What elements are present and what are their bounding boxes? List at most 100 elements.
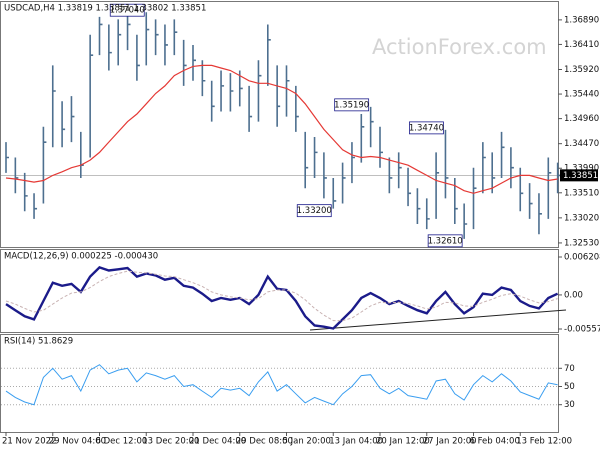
ohlc-bar (351, 142, 355, 184)
ohlc-bar (33, 193, 38, 219)
ohlc-bar (444, 129, 449, 199)
ohlc-bar (182, 39, 187, 86)
annotation-box (409, 121, 444, 135)
ohlc-bar (267, 24, 271, 86)
ohlc-bar (407, 167, 412, 207)
ohlc-bar (285, 65, 290, 117)
line (5, 270, 558, 322)
ohlc-bar (388, 157, 393, 194)
ohlc-bar (210, 80, 215, 122)
y-tick-label: 1.36410 (564, 40, 599, 50)
ohlc-bar (220, 70, 225, 112)
annotation-box (296, 204, 332, 218)
ohlc-bar (491, 152, 496, 194)
x-tick-label: 6 Feb 04:00 (470, 437, 520, 447)
ohlc-bar (463, 203, 468, 239)
y-tick-label: 1.35440 (564, 90, 599, 100)
y-tick-label: 1.34960 (564, 114, 599, 124)
ohlc-bar (61, 101, 66, 148)
y-tick-label: 30 (564, 400, 575, 410)
trend-line (309, 309, 567, 331)
y-tick-label: 1.34470 (564, 139, 599, 149)
ohlc-bar (276, 65, 281, 127)
y-tick-label: 1.33510 (564, 188, 599, 198)
panel-title: USDCAD,H4 1.33819 1.33851 1.33802 1.3385… (4, 4, 206, 14)
x-tick-label: 29 Nov 04:00 (49, 437, 106, 447)
y-tick-label: 1.33990 (564, 164, 599, 174)
x-tick-label: 13 Dec 20:00 (142, 437, 199, 447)
y-tick-label: 0.006208 (564, 253, 600, 263)
ohlc-bar (5, 142, 9, 173)
ohlc-bar (360, 114, 365, 163)
annotation-label: 1.35190 (334, 100, 369, 110)
ohlc-bar (117, 19, 122, 66)
ohlc-bar (379, 126, 383, 168)
ohlc-bar (136, 34, 140, 81)
ohlc-bar (108, 24, 112, 71)
ohlc-bar (369, 106, 374, 148)
ohlc-bar (547, 157, 552, 219)
ohlc-bar (229, 73, 234, 112)
ohlc-bar (42, 126, 47, 204)
price-box (560, 169, 598, 182)
watermark: ActionForex.com (372, 35, 547, 59)
x-tick-label: 13 Jan 04:00 (329, 437, 383, 447)
y-tick-label: 1.35920 (564, 65, 599, 75)
panel-title: RSI(14) 51.8629 (4, 337, 73, 347)
x-tick-label: 27 Jan 20:00 (423, 437, 477, 447)
current-price-label: 1.33851 (563, 171, 598, 181)
annotation-label: 1.33200 (297, 206, 332, 216)
ohlc-bar (23, 172, 28, 212)
ohlc-bar (164, 24, 168, 66)
ohlc-bar (173, 19, 178, 56)
panel-frame (0, 1, 559, 248)
y-tick-label: 1.36890 (564, 15, 599, 25)
panel-frame (0, 334, 559, 433)
ohlc-bar (435, 152, 440, 219)
annotation-label: 1.32610 (428, 236, 463, 246)
ohlc-bar (126, 14, 131, 51)
ohlc-bar (51, 65, 56, 148)
ohlc-bar (257, 60, 262, 122)
ohlc-bar (397, 152, 402, 189)
panel-frame (0, 249, 559, 333)
ohlc-bar (192, 44, 196, 81)
x-tick-label: 6 Dec 12:00 (96, 437, 148, 447)
y-tick-label: 1.32530 (564, 238, 599, 248)
annotation-box (427, 234, 463, 248)
ohlc-bar (70, 96, 75, 143)
x-tick-label: 5 Jan 20:00 (283, 437, 331, 447)
ohlc-bar (98, 16, 103, 56)
ohlc-bar (248, 85, 253, 132)
ohlc-bar (304, 131, 309, 189)
y-tick-label: 1.33020 (564, 213, 599, 223)
moving-average (5, 64, 558, 194)
x-tick-label: 21 Dec 04:00 (189, 437, 246, 447)
ohlc-bar (482, 142, 486, 194)
line (5, 364, 558, 406)
ohlc-bar (323, 152, 327, 199)
annotation-box (334, 98, 370, 112)
ohlc-bar (14, 157, 19, 194)
panel-title: MACD(12,26,9) 0.000225 -0.000430 (4, 252, 158, 262)
ohlc-bar (341, 162, 346, 204)
ohlc-bar (238, 70, 243, 107)
ohlc-bar (154, 19, 159, 56)
ohlc-bar (472, 167, 477, 230)
ohlc-bar (145, 12, 150, 66)
x-tick-label: 29 Dec 08:00 (236, 437, 293, 447)
ohlc-bar (528, 183, 533, 219)
annotation-box (109, 3, 145, 17)
ohlc-bar (89, 34, 94, 158)
x-tick-label: 21 Nov 2022 (2, 437, 56, 447)
x-tick-label: 13 Feb 12:00 (516, 437, 572, 447)
annotation-label: 1.37040 (110, 6, 145, 16)
ohlc-bar (538, 193, 542, 235)
ohlc-bar (500, 131, 505, 178)
y-tick-label: 70 (564, 364, 575, 374)
ohlc-bar (201, 60, 206, 97)
y-tick-label: -0.005577 (564, 325, 600, 335)
x-tick-label: 20 Jan 12:00 (376, 437, 430, 447)
ohlc-bar (425, 198, 430, 230)
